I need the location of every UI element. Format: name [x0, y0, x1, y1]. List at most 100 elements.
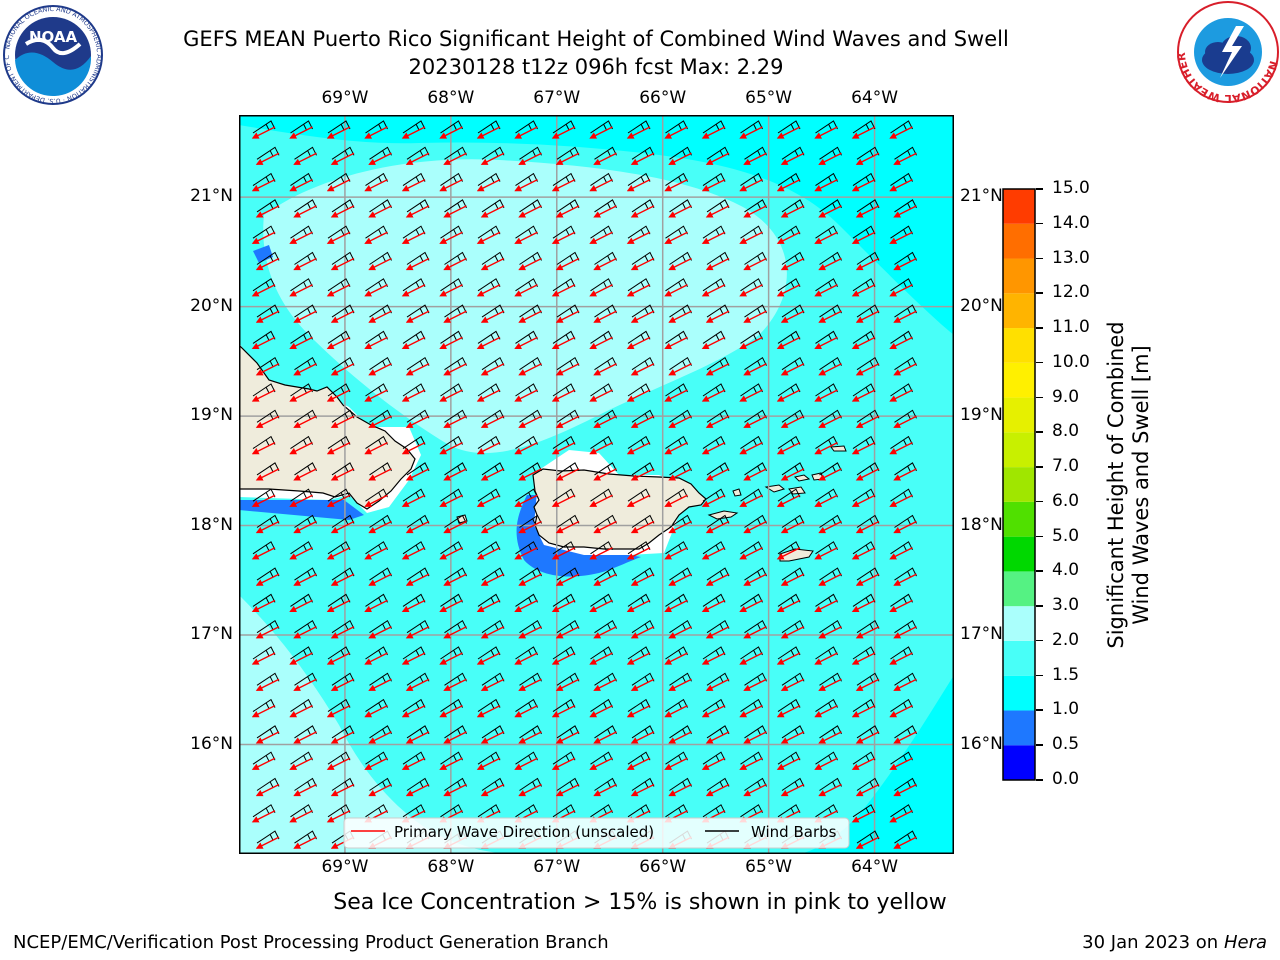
wave-direction-arrow	[476, 757, 501, 770]
wind-barb	[331, 567, 355, 581]
wave-direction-arrow	[293, 626, 317, 639]
wind-barb	[665, 120, 688, 134]
wind-barb	[477, 751, 501, 765]
wave-direction-arrow	[439, 126, 463, 139]
wave-direction-arrow	[251, 757, 276, 770]
wind-barb	[294, 830, 317, 844]
wave-direction-arrow	[705, 363, 730, 376]
wave-direction-arrow	[255, 468, 280, 481]
wind-barb	[327, 330, 351, 344]
wind-barb	[665, 383, 688, 397]
wave-direction-arrow	[443, 468, 467, 481]
wind-barb	[702, 330, 726, 344]
lon-tick-top: 64°W	[851, 88, 899, 108]
wave-direction-arrow	[289, 231, 313, 244]
wave-direction-arrow	[776, 757, 801, 770]
wave-direction-arrow	[630, 257, 655, 271]
wave-direction-arrow	[855, 468, 880, 481]
wind-barb	[406, 725, 430, 739]
wind-barb	[590, 593, 613, 607]
wind-barb	[331, 199, 355, 213]
wind-barb	[331, 514, 355, 528]
wind-barb	[856, 356, 880, 371]
map-legend: Primary Wave Direction (unscaled) Wind B…	[343, 817, 850, 849]
wave-direction-arrow	[705, 468, 730, 481]
wave-direction-arrow	[401, 547, 426, 560]
wave-direction-arrow	[630, 415, 655, 428]
wave-direction-arrow	[851, 494, 876, 507]
wave-direction-arrow	[818, 520, 842, 534]
wind-barb	[777, 751, 801, 765]
wind-barb	[440, 751, 463, 765]
wave-direction-arrow	[739, 231, 763, 244]
wave-direction-arrow	[743, 731, 767, 744]
wave-direction-arrow	[589, 389, 613, 402]
colorbar-tick-label: 1.5	[1052, 664, 1080, 685]
wave-direction-arrow	[780, 468, 805, 481]
wave-direction-arrow	[589, 126, 613, 139]
wave-direction-arrow	[293, 415, 317, 428]
wind-barb	[669, 619, 692, 634]
wind-barb	[781, 462, 805, 476]
wave-direction-arrow	[701, 441, 726, 455]
wind-barb	[590, 541, 613, 555]
wave-direction-arrow	[251, 126, 276, 139]
wave-direction-arrow	[780, 783, 805, 797]
wave-direction-arrow	[255, 783, 280, 797]
wave-direction-arrow	[480, 310, 505, 323]
wind-barb	[327, 225, 351, 239]
wind-barb	[515, 278, 538, 292]
wind-barb	[252, 383, 276, 397]
wind-barb	[777, 120, 801, 134]
wind-barb	[406, 567, 430, 581]
wind-barb	[552, 435, 576, 450]
wave-direction-arrow	[739, 178, 763, 192]
wind-barb	[402, 541, 426, 555]
wind-barb	[481, 672, 505, 686]
wind-barb	[819, 409, 842, 423]
wind-barb	[369, 619, 392, 634]
wave-direction-arrow	[518, 573, 542, 586]
wind-barb	[627, 698, 651, 713]
wind-barb	[365, 278, 388, 292]
colorbar-tick-label: 8.0	[1052, 421, 1080, 442]
wind-barb	[406, 514, 430, 528]
wind-barb	[481, 514, 505, 528]
wind-barb	[740, 804, 763, 818]
wind-barb	[777, 330, 801, 344]
wave-direction-arrow	[476, 441, 501, 455]
wave-direction-arrow	[330, 257, 355, 271]
colorbar-tick-mark	[1036, 222, 1043, 225]
wave-direction-arrow	[593, 731, 617, 744]
wave-direction-arrow	[851, 547, 876, 560]
wave-direction-arrow	[405, 626, 430, 639]
wave-direction-arrow	[630, 783, 655, 797]
wave-direction-arrow	[743, 626, 767, 639]
wind-barb	[852, 278, 876, 292]
wave-direction-arrow	[555, 573, 580, 586]
wave-direction-arrow	[480, 626, 505, 639]
wave-direction-arrow	[593, 678, 617, 691]
wave-direction-arrow	[368, 468, 392, 481]
wave-direction-arrow	[326, 704, 351, 718]
wave-direction-arrow	[664, 126, 688, 139]
wave-direction-arrow	[289, 389, 313, 402]
wind-barb	[290, 751, 313, 765]
wind-barb	[781, 356, 805, 371]
wind-barb	[406, 356, 430, 371]
wave-direction-arrow	[555, 363, 580, 376]
wind-barb	[890, 751, 913, 765]
wind-barb	[590, 804, 613, 818]
wind-barb	[294, 725, 317, 739]
wind-barb	[327, 751, 351, 765]
wave-direction-arrow	[630, 573, 655, 586]
wind-barb	[894, 567, 917, 581]
wind-barb	[294, 514, 317, 528]
wave-direction-arrow	[889, 810, 913, 823]
wave-direction-arrow	[630, 678, 655, 691]
wave-direction-arrow	[776, 284, 801, 297]
wind-barb	[815, 278, 838, 292]
wave-direction-arrow	[818, 363, 842, 376]
wave-direction-arrow	[480, 468, 505, 481]
wind-barb	[852, 488, 876, 502]
